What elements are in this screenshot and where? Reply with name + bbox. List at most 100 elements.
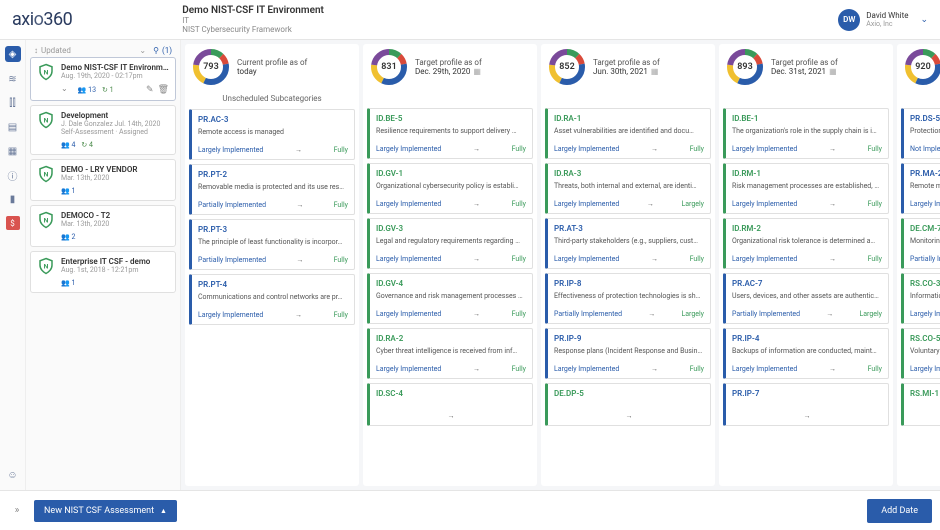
score-value: 831 <box>371 49 407 85</box>
subcategory-card[interactable]: ID.RM-2 Organizational risk tolerance is … <box>723 218 889 269</box>
nav-calendar-icon[interactable]: ▦ <box>6 144 20 158</box>
card-target-status: Fully <box>868 145 882 153</box>
subcategory-card[interactable]: PR.DS-5Protections against data leNot Im… <box>901 108 940 159</box>
column-date: Jun. 30th, 2021 ▦ <box>593 67 660 76</box>
profile-column: 852Target profile as ofJun. 30th, 2021 ▦… <box>541 44 715 486</box>
arrow-icon: → <box>473 310 480 318</box>
env-card[interactable]: NDevelopmentJ. Dale Gonzalez Jul. 14th, … <box>30 105 176 155</box>
subcategory-card[interactable]: PR.IP-8Effectiveness of protection techn… <box>545 273 711 324</box>
card-description: Information is shared cons <box>910 292 940 300</box>
subcategory-card[interactable]: PR.PT-2Removable media is protected and … <box>189 164 355 215</box>
card-target-status: Fully <box>512 255 526 263</box>
column-label: Target profile as of <box>593 58 660 68</box>
chevron-down-icon[interactable]: ⌄ <box>61 84 68 93</box>
nav-shield-icon[interactable]: ◈ <box>5 46 21 62</box>
env-card[interactable]: NDEMO - LRY VENDORMar. 13th, 2020👥 1 <box>30 159 176 201</box>
subcategory-card[interactable]: PR.AC-3Remote access is managedLargely I… <box>189 109 355 160</box>
subcategory-card[interactable]: RS.CO-5Voluntary information shaLargely … <box>901 328 940 379</box>
nav-chart-icon[interactable]: ⫿⫿ <box>6 96 20 110</box>
card-current-status: Largely Implemented <box>198 311 263 319</box>
subcategory-card[interactable]: DE.DP-5→ <box>545 383 711 426</box>
subcategory-card[interactable]: PR.PT-4Communications and control networ… <box>189 274 355 325</box>
subcategory-card[interactable]: PR.PT-3The principle of least functional… <box>189 219 355 270</box>
logo[interactable]: axio360 <box>12 9 72 30</box>
card-current-status: Largely Implemented <box>910 365 940 373</box>
card-id: ID.BE-1 <box>732 114 882 123</box>
arrow-icon: → <box>296 256 303 264</box>
card-target-status: Fully <box>334 311 348 319</box>
arrow-icon: → <box>296 201 303 209</box>
card-description: Backups of information are conducted, ma… <box>732 347 882 355</box>
page-subtitle-1: IT <box>182 16 838 25</box>
nav-layers-icon[interactable]: ≋ <box>6 72 20 86</box>
subcategory-card[interactable]: PR.AT-3Third-party stakeholders (e.g., s… <box>545 218 711 269</box>
card-current-status: Largely Implemented <box>376 365 441 373</box>
card-id: PR.AC-7 <box>732 279 882 288</box>
arrow-icon: → <box>626 412 633 420</box>
subcategory-card[interactable]: PR.IP-4Backups of information are conduc… <box>723 328 889 379</box>
subcategory-card[interactable]: ID.RA-3Threats, both internal and extern… <box>545 163 711 214</box>
card-target-status: Fully <box>512 365 526 373</box>
subcategory-card[interactable]: RS.MI-1→ <box>901 383 940 426</box>
subcategory-card[interactable]: PR.MA-2Remote maintenance of orLargely I… <box>901 163 940 214</box>
card-description: Organizational risk tolerance is determi… <box>732 237 882 245</box>
card-id: ID.RM-2 <box>732 224 882 233</box>
subcategory-card[interactable]: ID.BE-5Resilience requirements to suppor… <box>367 108 533 159</box>
subcategory-card[interactable]: ID.GV-4Governance and risk management pr… <box>367 273 533 324</box>
calendar-icon[interactable]: ▦ <box>651 67 659 76</box>
nav-alert-icon[interactable]: $ <box>6 216 20 230</box>
nav-doc-icon[interactable]: ▤ <box>6 120 20 134</box>
page-subtitle-2: NIST Cybersecurity Framework <box>182 25 838 34</box>
subcategory-card[interactable]: DE.CM-7Monitoring for unauthorizPartiall… <box>901 218 940 269</box>
subcategory-card[interactable]: ID.BE-1The organization's role in the su… <box>723 108 889 159</box>
card-target-status: Fully <box>334 201 348 209</box>
env-card[interactable]: NEnterprise IT CSF - demoAug. 1st, 2018 … <box>30 251 176 293</box>
delete-icon[interactable]: 🗑 <box>158 85 169 95</box>
env-meta: Mar. 13th, 2020 <box>61 220 169 228</box>
expand-button[interactable]: » <box>8 502 26 520</box>
subcategory-card[interactable]: PR.IP-9Response plans (Incident Response… <box>545 328 711 379</box>
sidebar-sort[interactable]: ↕Updated⌄ ⚲(1) <box>30 44 176 57</box>
card-id: RS.CO-5 <box>910 334 940 343</box>
card-description: Removable media is protected and its use… <box>198 183 348 191</box>
card-current-status: Largely Implemented <box>376 310 441 318</box>
header-info: Demo NIST-CSF IT Environment IT NIST Cyb… <box>182 5 838 34</box>
subcategory-card[interactable]: RS.CO-3Information is shared consLargely… <box>901 273 940 324</box>
card-current-status: Largely Implemented <box>554 365 619 373</box>
column-date: Dec. 29th, 2020 ▦ <box>415 67 482 76</box>
subcategory-card[interactable]: ID.RA-1Asset vulnerabilities are identif… <box>545 108 711 159</box>
env-card[interactable]: NDemo NIST-CSF IT EnvironmentAug. 19th, … <box>30 57 176 101</box>
card-description: Remote maintenance of or <box>910 182 940 190</box>
subcategory-card[interactable]: ID.RM-1Risk management processes are est… <box>723 163 889 214</box>
nav-smile-icon[interactable]: ☺ <box>6 468 20 482</box>
arrow-icon: → <box>473 145 480 153</box>
subcategory-card[interactable]: ID.SC-4→ <box>367 383 533 426</box>
subcategory-card[interactable]: ID.GV-1Organizational cybersecurity poli… <box>367 163 533 214</box>
card-target-status: Fully <box>868 255 882 263</box>
env-card[interactable]: NDEMOCO - T2Mar. 13th, 2020👥 2 <box>30 205 176 247</box>
card-id: PR.IP-8 <box>554 279 704 288</box>
subcategory-card[interactable]: PR.IP-7→ <box>723 383 889 426</box>
subcategory-card[interactable]: ID.GV-3Legal and regulatory requirements… <box>367 218 533 269</box>
card-current-status: Largely Implemented <box>554 145 619 153</box>
shield-icon: N <box>37 111 55 129</box>
svg-text:N: N <box>44 116 49 124</box>
subcategory-card[interactable]: ID.RA-2Cyber threat intelligence is rece… <box>367 328 533 379</box>
card-target-status: Fully <box>512 310 526 318</box>
add-date-button[interactable]: Add Date <box>867 499 932 523</box>
calendar-icon[interactable]: ▦ <box>473 67 481 76</box>
nav-page-icon[interactable]: ▮ <box>6 192 20 206</box>
user-menu[interactable]: DW David White Axio, Inc ⌄ <box>838 9 928 31</box>
edit-icon[interactable]: ✎ <box>146 85 154 95</box>
calendar-icon[interactable]: ▦ <box>829 67 837 76</box>
env-meta: Mar. 13th, 2020 <box>61 174 169 182</box>
card-description: Communications and control networks are … <box>198 293 348 301</box>
nav-info-icon[interactable]: ⓘ <box>6 168 20 182</box>
env-meta: Aug. 1st, 2018 - 12:21pm <box>61 266 169 274</box>
arrow-icon: → <box>473 365 480 373</box>
card-current-status: Largely Implemented <box>376 255 441 263</box>
card-id: ID.GV-3 <box>376 224 526 233</box>
shield-icon: N <box>37 211 55 229</box>
new-assessment-button[interactable]: New NIST CSF Assessment▲ <box>34 500 177 522</box>
subcategory-card[interactable]: PR.AC-7Users, devices, and other assets … <box>723 273 889 324</box>
